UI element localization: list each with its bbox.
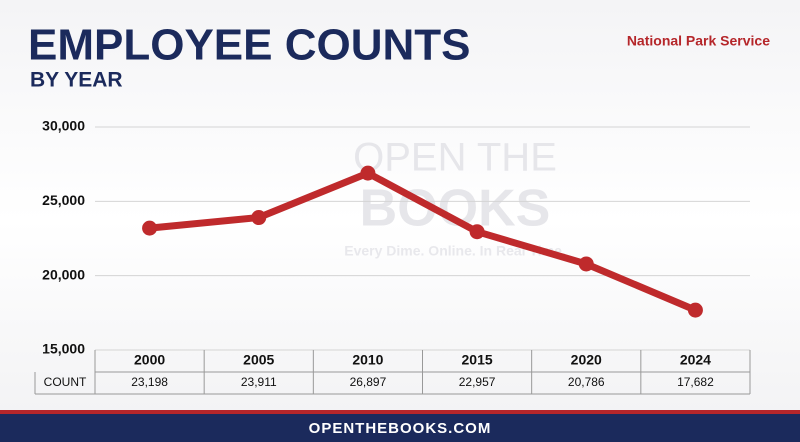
point: [251, 210, 267, 226]
annotation: National Park Service: [627, 33, 770, 49]
table-value: 17,682: [677, 375, 714, 389]
table-value: 23,911: [241, 375, 277, 389]
table-value: 23,198: [131, 375, 168, 389]
x-tick-label: 2005: [243, 352, 274, 368]
watermark: BOOKS: [360, 180, 551, 238]
footer-bar: [0, 414, 800, 442]
point: [142, 220, 158, 236]
x-tick-label: 2010: [352, 352, 383, 368]
point: [360, 165, 376, 181]
line: [146, 169, 699, 314]
footer-text: OPENTHEBOOKS.COM: [309, 420, 492, 437]
x-tick-label: 2000: [134, 352, 165, 368]
watermark: OPEN THE: [353, 136, 557, 180]
point: [687, 302, 703, 318]
table-row-label: COUNT: [44, 375, 87, 389]
chart-subtitle: BY YEAR: [30, 69, 123, 92]
y-tick-label: 30,000: [42, 118, 85, 134]
footer-stripe: [0, 410, 800, 414]
watermark-tagline: Every Dime. Online. In Real Time.: [344, 243, 566, 259]
y-tick-label: 20,000: [42, 266, 85, 282]
point: [578, 256, 594, 272]
table-value: 26,897: [350, 375, 387, 389]
chart-title: EMPLOYEE COUNTS: [28, 21, 471, 70]
chart: 15,000 20,000 25,000 30,000 COUNT 2000 23,198 2…: [34, 118, 751, 395]
x-tick-label: 2015: [462, 352, 493, 368]
y-tick-label: 15,000: [42, 341, 85, 357]
x-tick-label: 2020: [571, 352, 602, 368]
point: [469, 224, 485, 240]
y-tick-label: 25,000: [42, 192, 85, 208]
x-tick-label: 2024: [680, 352, 711, 368]
table-value: 20,786: [568, 375, 605, 389]
table-value: 22,957: [459, 375, 496, 389]
